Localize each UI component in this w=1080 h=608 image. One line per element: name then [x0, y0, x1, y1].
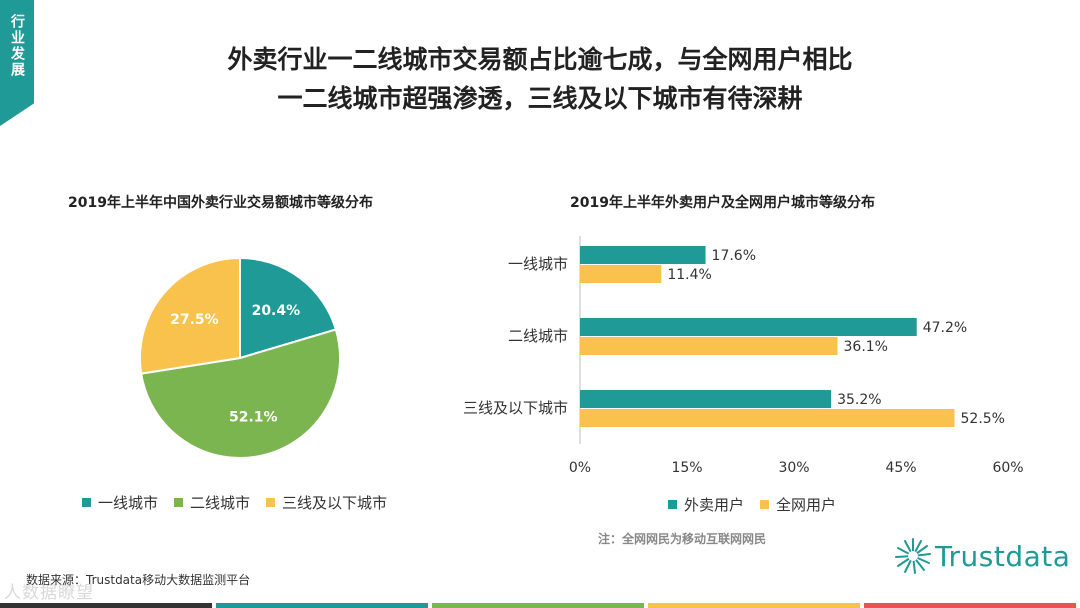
x-tick-label-2: 15% — [671, 460, 702, 476]
data-source: 数据来源：Trustdata移动大数据监测平台 — [26, 573, 251, 587]
bar-chart-title: 2019年上半年外卖用户及全网用户城市等级分布 — [570, 195, 875, 211]
pie-legend: 一线城市 二线城市 三线及以下城市 — [82, 492, 403, 513]
legend-swatch — [82, 498, 91, 507]
category-label-1: 一线城市 — [508, 255, 568, 273]
bar-label-1-1: 17.6% — [712, 248, 756, 264]
bar-label-2-1: 47.2% — [923, 320, 967, 336]
stripe-segment — [0, 603, 212, 608]
legend-swatch — [174, 498, 184, 507]
bar-label-3-2: 52.5% — [961, 411, 1005, 427]
pie-chart-title: 2019年上半年中国外卖行业交易额城市等级分布 — [68, 195, 373, 211]
pie-slice-2 — [140, 328, 341, 459]
legend-swatch — [266, 498, 276, 507]
x-tick-label-5: 60% — [992, 460, 1023, 476]
page-title-line-1: 外卖行业一二线城市交易额占比逾七成，与全网用户相比 — [227, 45, 853, 74]
legend-swatch — [668, 500, 677, 509]
legend-swatch — [760, 500, 770, 509]
legend-label: 外卖用户 — [684, 496, 745, 514]
legend-label: 全网用户 — [776, 496, 837, 514]
stripe-segment — [432, 603, 644, 608]
category-label-2: 二线城市 — [508, 327, 568, 345]
page-title: 外卖行业一二线城市交易额占比逾七成，与全网用户相比 一二线城市超强渗透，三线及以… — [0, 40, 1080, 118]
x-tick-label-4: 45% — [885, 460, 916, 476]
stripe-segment — [864, 603, 1076, 608]
legend-label: 一线城市 — [98, 494, 159, 512]
logo-text: Trustdata — [935, 539, 1071, 573]
bar-3-1 — [580, 390, 832, 408]
pie-slice-label-3: 27.5% — [170, 312, 219, 328]
pie-legend-item-tier1: 一线城市 — [82, 492, 158, 513]
bar-legend: 外卖用户 全网用户 — [668, 494, 852, 515]
section-tab: 行业发展 — [0, 0, 34, 126]
pie-slice-label-1: 20.4% — [252, 303, 301, 319]
pie-slice-1 — [239, 256, 338, 360]
bar-chart: 一线城市 17.6%11.4% 二线城市 47.2% 36.1% 三线及以下城市 35.2%… — [463, 236, 1024, 476]
pie-legend-item-tier3: 三线及以下城市 — [266, 492, 387, 513]
bar-3-2 — [580, 409, 955, 427]
chart-note: 注：全网网民为移动互联网网民 — [598, 532, 767, 546]
pie-slice-label-2: 52.1% — [229, 410, 278, 426]
bar-label-1-2: 11.4% — [667, 267, 711, 283]
x-tick-label-1: 0% — [569, 460, 591, 476]
x-tick-label-3: 30% — [778, 460, 809, 476]
bar-2-2 — [580, 337, 838, 355]
bar-label-3-1: 35.2% — [837, 392, 881, 408]
stripe-segment — [216, 603, 428, 608]
pie-slice-3 — [139, 256, 241, 375]
bar-legend-item-all-users: 全网用户 — [760, 494, 836, 515]
legend-label: 三线及以下城市 — [282, 494, 388, 512]
bar-1-2 — [580, 265, 662, 283]
trustdata-logo: Trustdata — [893, 536, 1070, 576]
section-tab-label: 行业发展 — [9, 14, 25, 78]
bar-label-2-2: 36.1% — [844, 339, 888, 355]
legend-label: 二线城市 — [190, 494, 251, 512]
pie-chart: 20.4% 52.1% 27.5% — [139, 256, 341, 459]
sunburst-icon — [895, 538, 931, 574]
page-title-line-2: 一二线城市超强渗透，三线及以下城市有待深耕 — [277, 84, 803, 113]
bottom-stripe — [0, 603, 1080, 608]
bar-1-1 — [580, 246, 706, 264]
stripe-segment — [648, 603, 860, 608]
bar-2-1 — [580, 318, 917, 336]
bar-legend-item-takeout-users: 外卖用户 — [668, 494, 744, 515]
watermark: 人数据瞭望 — [4, 583, 94, 603]
category-label-3: 三线及以下城市 — [463, 399, 568, 417]
pie-legend-item-tier2: 二线城市 — [174, 492, 250, 513]
